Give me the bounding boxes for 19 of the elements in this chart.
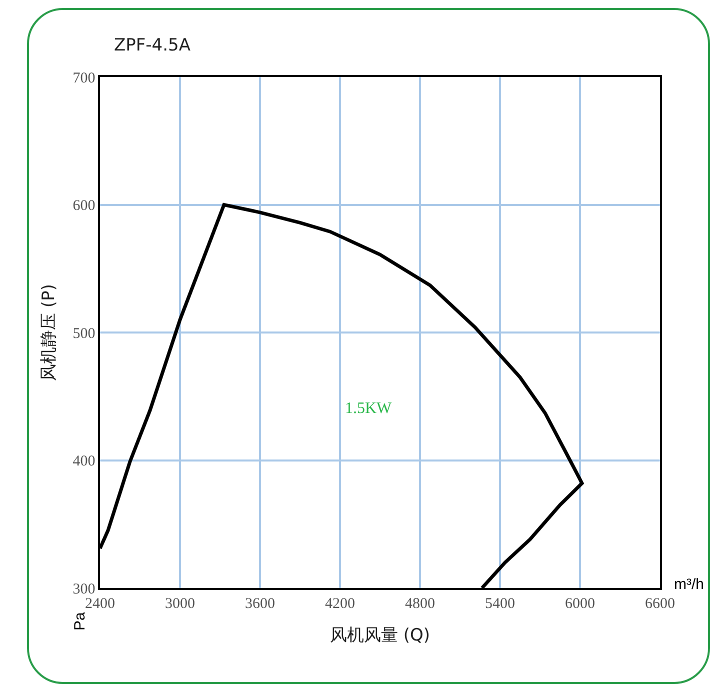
y-tick-label: 400 — [72, 454, 96, 470]
x-tick-label: 3000 — [165, 596, 195, 612]
text: Pa — [72, 611, 88, 630]
y-tick-label: 500 — [72, 326, 96, 342]
x-tick-label: 4200 — [325, 596, 355, 612]
y-tick-label: 700 — [72, 70, 96, 86]
x-tick-label: 2400 — [85, 596, 115, 612]
x-tick-label: 6600 — [645, 596, 675, 612]
x-tick-label: 3600 — [245, 596, 275, 612]
x-axis-title: 风机风量 (Q) — [330, 626, 430, 646]
y-axis-title: 风机静压 (P) — [38, 284, 59, 381]
text: m³/h — [674, 576, 704, 593]
chart-title: ZPF-4.5A — [114, 36, 191, 56]
y-tick-label: 300 — [72, 581, 96, 598]
x-tick-label: 4800 — [405, 596, 435, 612]
y-tick-label: 600 — [72, 198, 96, 214]
x-tick-label: 5400 — [485, 596, 515, 612]
annotation: 1.5KW — [345, 400, 393, 417]
x-tick-label: 6000 — [565, 596, 595, 612]
